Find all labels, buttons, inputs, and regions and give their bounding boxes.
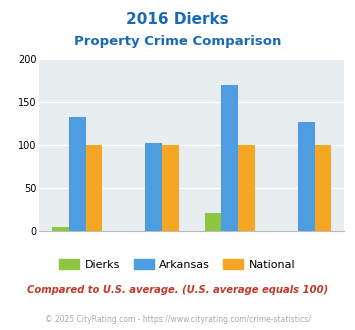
Text: Property Crime Comparison: Property Crime Comparison bbox=[74, 35, 281, 48]
Bar bbox=[315, 145, 331, 231]
Bar bbox=[52, 227, 69, 231]
Text: Compared to U.S. average. (U.S. average equals 100): Compared to U.S. average. (U.S. average … bbox=[27, 285, 328, 295]
Bar bbox=[162, 145, 179, 231]
Bar bbox=[69, 117, 86, 231]
Bar bbox=[86, 145, 102, 231]
Text: © 2025 CityRating.com - https://www.cityrating.com/crime-statistics/: © 2025 CityRating.com - https://www.city… bbox=[45, 315, 310, 324]
Bar bbox=[238, 145, 255, 231]
Legend: Dierks, Arkansas, National: Dierks, Arkansas, National bbox=[55, 255, 300, 274]
Bar bbox=[205, 213, 222, 231]
Text: 2016 Dierks: 2016 Dierks bbox=[126, 12, 229, 26]
Bar bbox=[298, 122, 315, 231]
Bar bbox=[222, 85, 238, 231]
Bar bbox=[145, 144, 162, 231]
